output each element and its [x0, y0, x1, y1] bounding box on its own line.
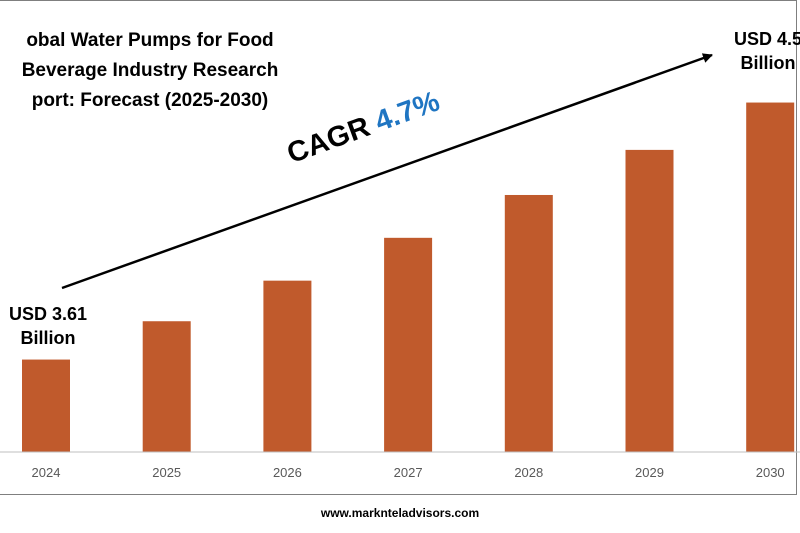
x-tick-2029: 2029 [635, 465, 664, 480]
x-tick-2028: 2028 [514, 465, 543, 480]
trend-arrow [61, 53, 713, 290]
chart-title-line-2: Beverage Industry Research [21, 60, 279, 81]
start-value-callout: USD 3.61 Billion [4, 302, 92, 350]
chart-frame [0, 0, 797, 495]
x-tick-2026: 2026 [273, 465, 302, 480]
x-tick-2025: 2025 [152, 465, 181, 480]
footer-website: www.marknteladvisors.com [320, 506, 480, 520]
x-tick-2027: 2027 [394, 465, 423, 480]
bars [22, 102, 795, 452]
bar-2030 [746, 102, 795, 452]
bar-2027 [384, 237, 433, 452]
x-tick-2024: 2024 [32, 465, 61, 480]
end-value-label: USD 4.5 [733, 29, 800, 49]
end-value-unit: Billion [740, 53, 796, 73]
bar-2025 [142, 321, 191, 452]
x-tick-2030: 2030 [756, 465, 785, 480]
bar-chart: 2024 2025 2026 2027 2028 2029 2030 [0, 53, 800, 480]
bar-2028 [504, 194, 553, 452]
chart-title-line-1: obal Water Pumps for Food [26, 30, 274, 51]
x-tick-labels: 2024 2025 2026 2027 2028 2029 2030 [32, 465, 785, 480]
start-value-unit: Billion [20, 328, 76, 348]
start-value-label: USD 3.61 [8, 304, 88, 324]
bar-2026 [263, 280, 312, 452]
bar-2024 [22, 359, 70, 452]
end-value-callout: USD 4.5 Billion [728, 27, 800, 75]
bar-2029 [625, 149, 674, 452]
chart-title-line-3: port: Forecast (2025-2030) [31, 90, 269, 111]
